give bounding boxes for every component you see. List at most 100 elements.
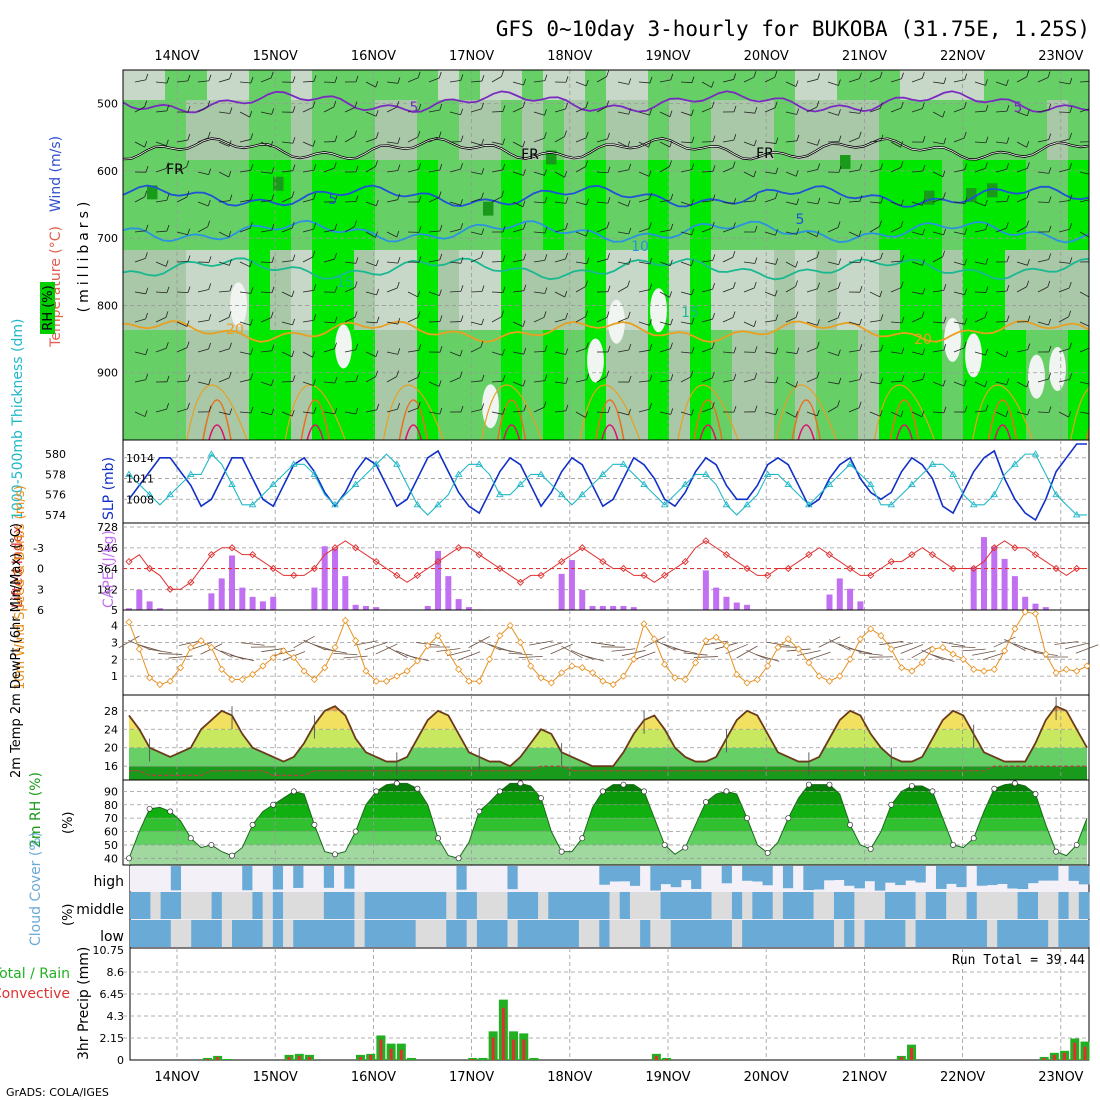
cloud-cell [395, 892, 406, 919]
wind-barb [470, 380, 482, 383]
cloud-cell [405, 920, 417, 947]
cloud-cell [415, 892, 427, 919]
wind-barb-flag [228, 140, 232, 147]
cloud-cell [323, 920, 335, 947]
rh-cell [753, 250, 775, 330]
cape-bar [362, 605, 369, 610]
cloud-cell [374, 866, 386, 891]
wind10m-barb [158, 653, 183, 655]
wind-barb-flag [712, 312, 715, 320]
precip-convective-bar [216, 1056, 220, 1060]
wind-barb-flag [271, 108, 275, 115]
wind-barb [1058, 287, 1070, 293]
wind-barb-flag [964, 73, 968, 80]
rh-point [229, 852, 235, 859]
thickness-point [949, 470, 957, 477]
top-date-label: 19NOV [645, 49, 690, 64]
cape-bar [424, 605, 431, 610]
wind10m-barb [261, 647, 286, 653]
wind-barb [407, 349, 419, 353]
wind-barb [323, 167, 335, 173]
wind-barb-flag [711, 371, 715, 379]
rh-cell [816, 100, 838, 160]
wind-barb [344, 107, 356, 113]
wind10m-speed-point [877, 632, 885, 640]
rh-cell [312, 70, 334, 100]
wind-barb-flag [481, 192, 484, 199]
rh-point [373, 788, 380, 795]
wind10m-speed-point [1083, 662, 1091, 670]
cloud-unit: (%) [61, 904, 76, 927]
rh-cell [627, 160, 649, 250]
cape-bar [744, 604, 751, 610]
thickness-point [578, 490, 587, 498]
wind-barb-flag [649, 257, 653, 265]
wind-barb [155, 141, 167, 147]
wind-barb-flag [754, 194, 758, 202]
warm-contour-outer [972, 384, 1034, 440]
wind-barb [281, 381, 294, 383]
wind-barb [869, 381, 881, 385]
cloud-cell [364, 866, 376, 891]
rh-saturated-cell [987, 183, 998, 198]
wind-barb-flag [460, 108, 464, 115]
rh-cell [123, 70, 145, 100]
rh-dry-pocket [965, 333, 982, 378]
wind-barb-flag [208, 342, 211, 350]
rh-cell [1026, 160, 1048, 250]
wind10m-speed-point [867, 625, 875, 633]
tick-label: 1 [111, 670, 118, 683]
wind-barb [1037, 139, 1049, 143]
wind-barb [785, 231, 797, 235]
rh-cell [1068, 250, 1089, 330]
wind-barb [218, 348, 230, 353]
wind-barb-flag [313, 75, 317, 82]
wind-barb-flag [229, 408, 233, 415]
thickness-point [290, 460, 298, 467]
wind-barb-flag [523, 348, 527, 355]
wind-barb [911, 77, 923, 83]
wind-barb-flag [313, 407, 317, 414]
wind-barb [659, 79, 671, 83]
cloud-cell [997, 920, 1008, 947]
wind-barb-flag [838, 166, 842, 173]
rh-cell [606, 330, 628, 440]
wind-barb-flag [607, 197, 611, 204]
wind-barb [554, 351, 566, 355]
wind10m-speed-point [1031, 610, 1040, 618]
wind-barb [386, 376, 397, 383]
wind-barb-flag [460, 315, 464, 322]
rh-cell [1047, 70, 1069, 100]
wind-barb [617, 111, 629, 115]
rh-point [249, 821, 256, 828]
cloud-cell [130, 892, 141, 919]
wind-barb-flag [880, 377, 884, 384]
cloud-cell [813, 920, 825, 947]
wind-barb-flag [732, 251, 736, 258]
wind-barb [1058, 411, 1069, 418]
top-date-label: 16NOV [351, 49, 396, 64]
rh-cell [1026, 100, 1048, 160]
wind-barb-flag [1091, 75, 1093, 81]
wind10m-speed-point [856, 635, 864, 643]
rh-cell [291, 250, 313, 330]
wind-barb [701, 200, 713, 203]
wind-barb-flag [1069, 132, 1072, 140]
wind-barb-flag [774, 101, 778, 108]
wind-barb [218, 377, 230, 383]
wind10m-barb [168, 655, 193, 659]
wind-barb [302, 141, 314, 147]
wind-barb-flag [733, 198, 737, 205]
wind-barb [953, 79, 965, 83]
top-date-labels: 14NOV 15NOV 16NOV 17NOV 18NOV 19NOV 20NOV 21NOV… [154, 49, 1083, 64]
wind-barb-flag [229, 259, 232, 266]
cloud-cell [181, 920, 192, 947]
wind-barb-flag [816, 341, 820, 349]
wind-barb [890, 321, 902, 324]
wind-barb [218, 290, 230, 293]
wind-barb-flag [775, 192, 778, 199]
wind10m-speed-point [753, 675, 761, 684]
wind-barb [953, 381, 965, 387]
wind-barb-flag [858, 131, 862, 138]
